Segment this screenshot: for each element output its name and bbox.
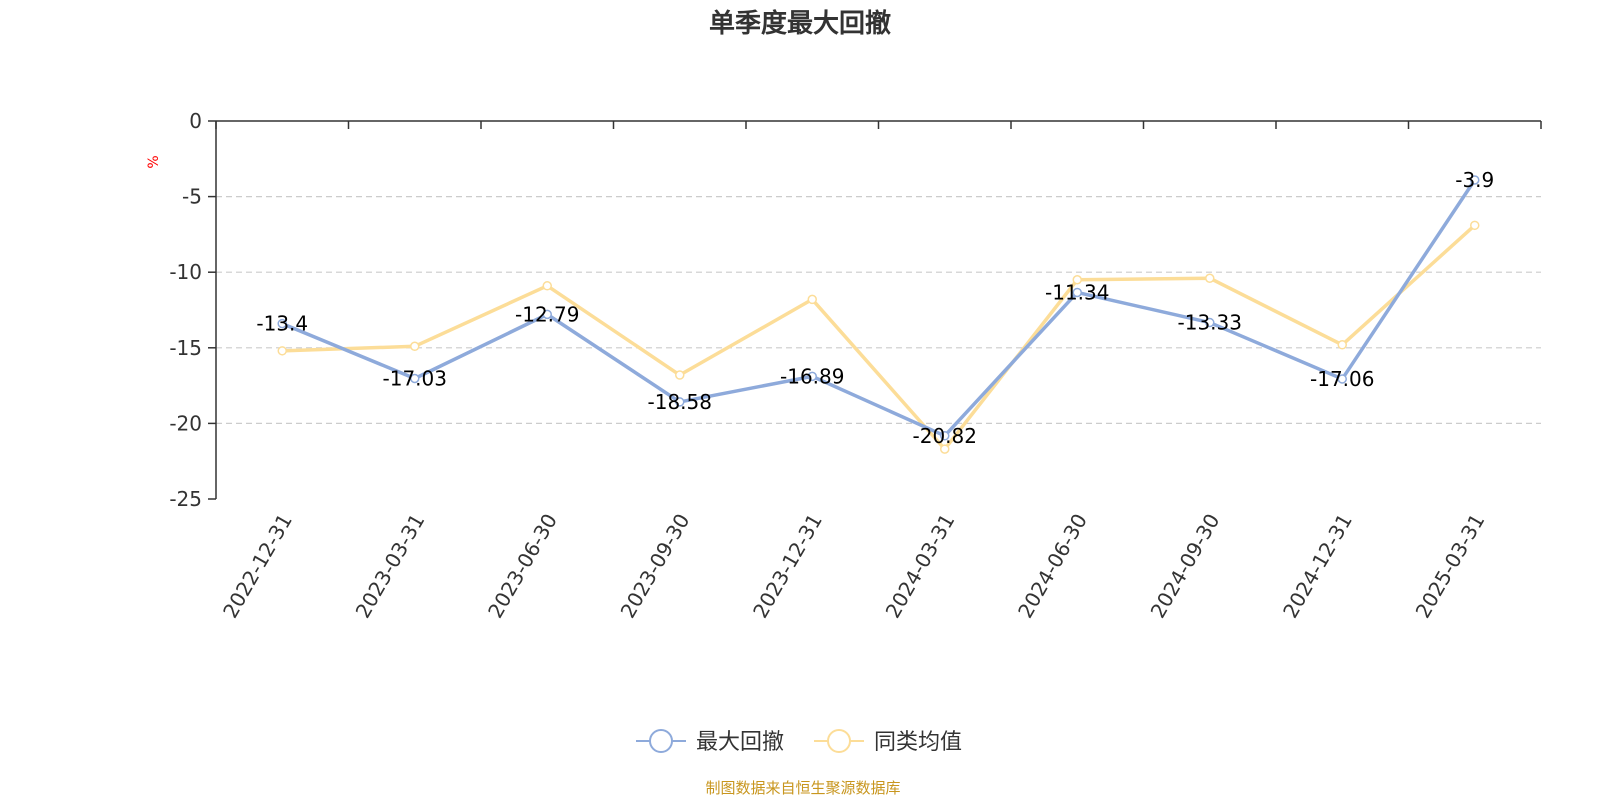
y-axis-unit: % <box>146 155 162 168</box>
data-point-peer-average <box>940 444 950 454</box>
legend-item-peer-average[interactable]: 同类均值 <box>814 729 962 755</box>
data-point-max-drawdown <box>277 318 287 329</box>
data-point-peer-average <box>410 341 420 352</box>
data-point-max-drawdown <box>1205 317 1215 328</box>
legend-item-max-drawdown[interactable]: 最大回撤 <box>636 729 784 755</box>
chart-title: 单季度最大回撤 <box>709 8 891 39</box>
data-label-max-drawdown: -20.82 <box>913 424 977 448</box>
x-tick-label: 2025-03-31 <box>1411 510 1490 623</box>
data-point-peer-average <box>1337 340 1347 350</box>
data-point-max-drawdown <box>1337 374 1347 384</box>
data-point-peer-average <box>675 370 685 380</box>
data-label-max-drawdown: -17.03 <box>383 366 447 390</box>
data-label-max-drawdown: -17.06 <box>1310 367 1374 391</box>
x-tick-label: 2024-12-31 <box>1278 510 1357 623</box>
data-point-peer-average <box>542 281 552 291</box>
series-line-max-drawdown <box>281 178 1477 438</box>
x-tick-label: 2023-06-30 <box>483 510 562 623</box>
data-label-max-drawdown: -11.34 <box>1045 280 1109 304</box>
data-labels: -13.4 -17.03 -12.79 -18.58 -16.89 -20.82 -11.3… <box>256 168 1494 448</box>
x-tick-labels: 2022-12-31 2023-03-31 2023-06-30 2023-09-30… <box>218 510 1489 623</box>
data-point-max-drawdown <box>940 431 950 441</box>
x-tick-label: 2023-12-31 <box>748 510 827 623</box>
legend-marker-max-drawdown <box>649 729 673 753</box>
legend-label-max-drawdown: 最大回撤 <box>696 730 784 755</box>
x-tick-label: 2022-12-31 <box>218 510 297 623</box>
data-label-max-drawdown: -18.58 <box>648 390 712 414</box>
data-point-max-drawdown <box>675 397 685 407</box>
x-tick-label: 2024-09-30 <box>1146 510 1225 623</box>
data-label-max-drawdown: -12.79 <box>515 302 579 326</box>
data-label-max-drawdown: -13.33 <box>1178 311 1242 335</box>
data-point-max-drawdown <box>1470 175 1480 185</box>
legend[interactable]: 最大回撤 同类均值 <box>636 729 962 755</box>
data-point-max-drawdown <box>807 371 817 382</box>
y-tick-label: -15 <box>169 336 202 360</box>
y-tick-label: -5 <box>182 185 202 209</box>
data-point-max-drawdown <box>542 309 552 320</box>
x-tick-label: 2023-09-30 <box>616 510 695 623</box>
data-point-peer-average <box>1470 220 1480 231</box>
data-label-max-drawdown: -3.9 <box>1455 168 1494 192</box>
data-label-max-drawdown: -16.89 <box>780 364 844 388</box>
axes <box>208 120 1542 500</box>
y-tick-label: -25 <box>169 487 202 511</box>
y-tick-label: -20 <box>169 411 202 435</box>
series-line-peer-average <box>282 224 1476 451</box>
series-lines <box>277 175 1480 454</box>
data-point-peer-average <box>1205 273 1215 283</box>
data-source-note: 制图数据来自恒生聚源数据库 <box>705 779 900 797</box>
y-tick-labels: 0 -5 -10 -15 -20 -25 <box>169 109 202 511</box>
data-point-max-drawdown <box>1072 287 1082 298</box>
y-tick-label: 0 <box>189 109 202 133</box>
data-point-max-drawdown <box>410 373 420 384</box>
x-tick-label: 2023-03-31 <box>351 510 430 623</box>
legend-marker-peer-average <box>827 729 851 753</box>
grid-lines <box>216 196 1541 424</box>
data-point-peer-average <box>807 294 817 305</box>
data-point-peer-average <box>277 346 287 356</box>
data-label-max-drawdown: -13.4 <box>256 312 308 336</box>
data-point-peer-average <box>1072 275 1082 285</box>
x-tick-label: 2024-06-30 <box>1013 510 1092 623</box>
x-tick-label: 2024-03-31 <box>881 510 960 623</box>
y-tick-label: -10 <box>169 260 202 284</box>
legend-label-peer-average: 同类均值 <box>874 730 962 755</box>
